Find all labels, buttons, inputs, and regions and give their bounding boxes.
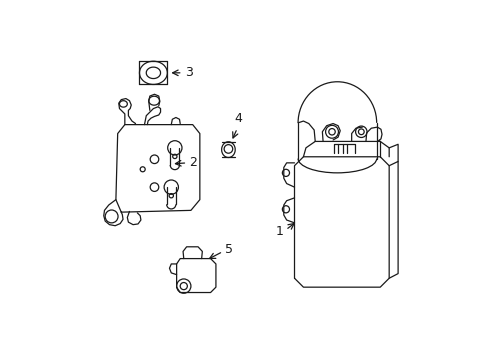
Text: 4: 4: [234, 112, 242, 125]
Text: 5: 5: [224, 243, 232, 256]
Text: 1: 1: [275, 225, 283, 238]
Text: 3: 3: [185, 66, 193, 79]
Text: 2: 2: [189, 156, 197, 169]
